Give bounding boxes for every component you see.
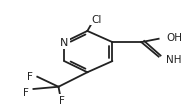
Text: F: F bbox=[23, 88, 29, 97]
Text: N: N bbox=[60, 38, 68, 48]
Text: F: F bbox=[59, 95, 65, 105]
Text: NH: NH bbox=[166, 54, 182, 64]
Text: Cl: Cl bbox=[92, 15, 102, 24]
Text: OH: OH bbox=[166, 32, 182, 42]
Text: F: F bbox=[27, 71, 33, 81]
